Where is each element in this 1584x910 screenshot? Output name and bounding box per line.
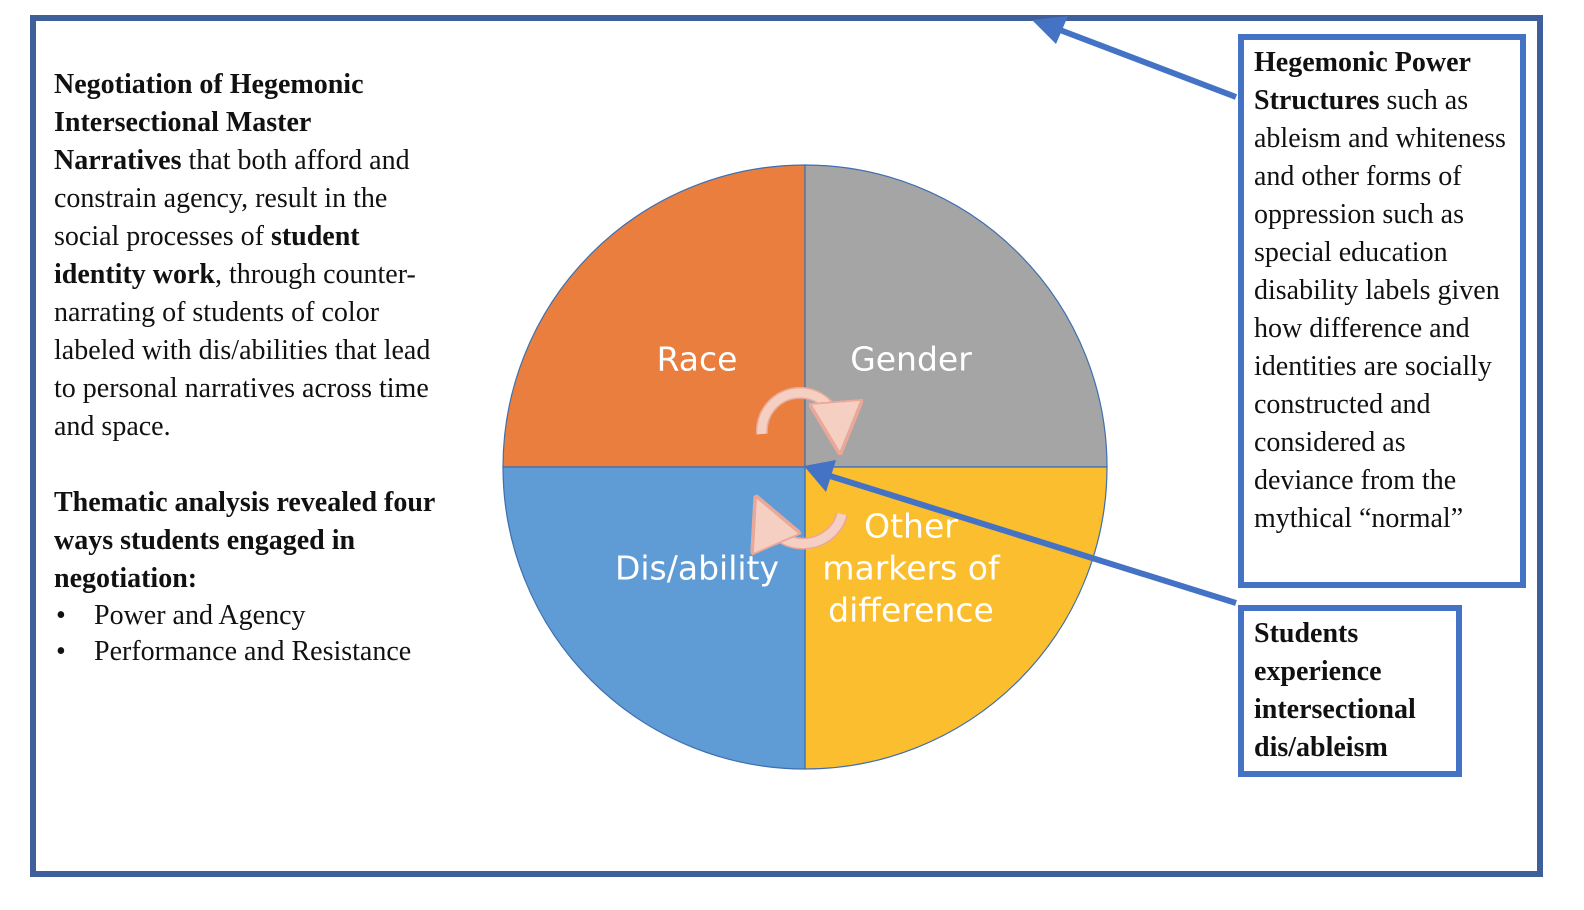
cycle-arrow-bottom-inner xyxy=(766,514,847,544)
students-text: Students experience intersectional dis/a… xyxy=(1254,618,1416,763)
cycle-arrow-top-inner xyxy=(757,388,838,434)
theme-list-item: Power and Agency xyxy=(54,598,444,634)
pointer-arrow-to-frame-head xyxy=(1032,16,1068,44)
hegemonic-text: such as ableism and whiteness and other … xyxy=(1254,85,1506,534)
pie-slice-race xyxy=(502,164,806,468)
left-text-panel: Negotiation of Hegemonic Intersectional … xyxy=(54,66,444,670)
thematic-heading-text: Thematic analysis revealed four ways stu… xyxy=(54,487,435,594)
theme-list: Power and Agency Performance and Resista… xyxy=(54,598,444,670)
intro-bold-title: Negotiation of Hegemonic Intersectional … xyxy=(54,69,364,176)
pie-slice-label: Other markers of difference xyxy=(822,507,1001,630)
theme-list-item: Performance and Resistance xyxy=(54,634,444,670)
pie-slice-dis-ability xyxy=(502,466,806,770)
intro-text-2: , through counter-narrating of students … xyxy=(54,259,431,442)
pointer-arrow-to-center-head xyxy=(804,460,836,492)
diagram-frame xyxy=(30,15,1543,877)
pie-slice-label: Gender xyxy=(850,340,972,379)
pie-slice-label: Race xyxy=(657,340,738,379)
intro-paragraph: Negotiation of Hegemonic Intersectional … xyxy=(54,66,444,446)
pie-chart xyxy=(502,164,1108,770)
thematic-heading: Thematic analysis revealed four ways stu… xyxy=(54,484,444,598)
intro-bold-identity-work: student identity work xyxy=(54,221,360,290)
pie-slice-gender xyxy=(804,164,1108,468)
hegemonic-bold: Hegemonic Power Structures xyxy=(1254,47,1471,116)
intro-text-1: that both afford and constrain agency, r… xyxy=(54,145,410,252)
hegemonic-power-callout: Hegemonic Power Structures such as ablei… xyxy=(1238,34,1526,588)
pointer-arrow-to-frame-line xyxy=(1058,27,1238,100)
pie-slice-label: Dis/ability xyxy=(615,549,779,588)
pie-labels: Race Gender Other markers of difference Dis/a… xyxy=(615,340,1001,630)
pointer-arrow-to-center-line xyxy=(829,473,1237,606)
students-experience-callout: Students experience intersectional dis/a… xyxy=(1238,605,1462,777)
pie-slice-other-markers-of-difference xyxy=(804,466,1108,770)
